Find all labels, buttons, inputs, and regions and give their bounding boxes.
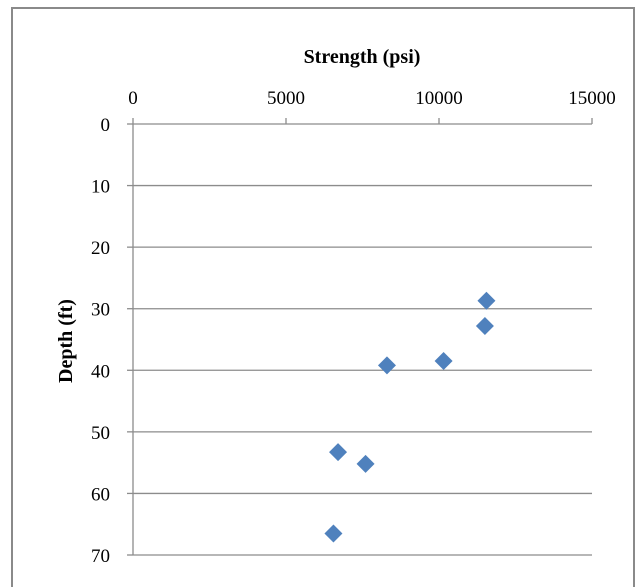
data-points	[324, 291, 496, 543]
y-tick-label-50: 50	[91, 423, 110, 444]
y-tick-label-70: 70	[91, 546, 110, 567]
y-tick-label-40: 40	[91, 361, 110, 382]
y-tick-label-20: 20	[91, 238, 110, 259]
chart-frame	[11, 7, 635, 587]
data-point-2	[434, 352, 453, 371]
x-tick-labels: 0 5000 10000 15000	[128, 88, 616, 109]
x-tick-label-10000: 10000	[415, 88, 463, 109]
data-point-5	[356, 454, 375, 473]
data-point-0	[477, 291, 496, 310]
data-point-6	[324, 524, 343, 543]
y-tick-label-0: 0	[101, 115, 111, 136]
x-tick-label-15000: 15000	[568, 88, 616, 109]
x-tick-label-5000: 5000	[267, 88, 305, 109]
gridlines	[133, 184, 592, 556]
x-axis-title: Strength (psi)	[304, 46, 421, 68]
axes	[127, 118, 593, 556]
data-point-4	[329, 443, 348, 462]
x-tick-label-0: 0	[128, 88, 138, 109]
y-tick-label-60: 60	[91, 484, 110, 505]
y-tick-labels: 0 10 20 30 40 50 60 70	[91, 115, 110, 567]
y-tick-label-30: 30	[91, 300, 110, 321]
y-tick-label-10: 10	[91, 177, 110, 198]
y-axis-title: Depth (ft)	[55, 299, 77, 383]
data-point-3	[377, 356, 396, 375]
data-point-1	[475, 316, 494, 335]
